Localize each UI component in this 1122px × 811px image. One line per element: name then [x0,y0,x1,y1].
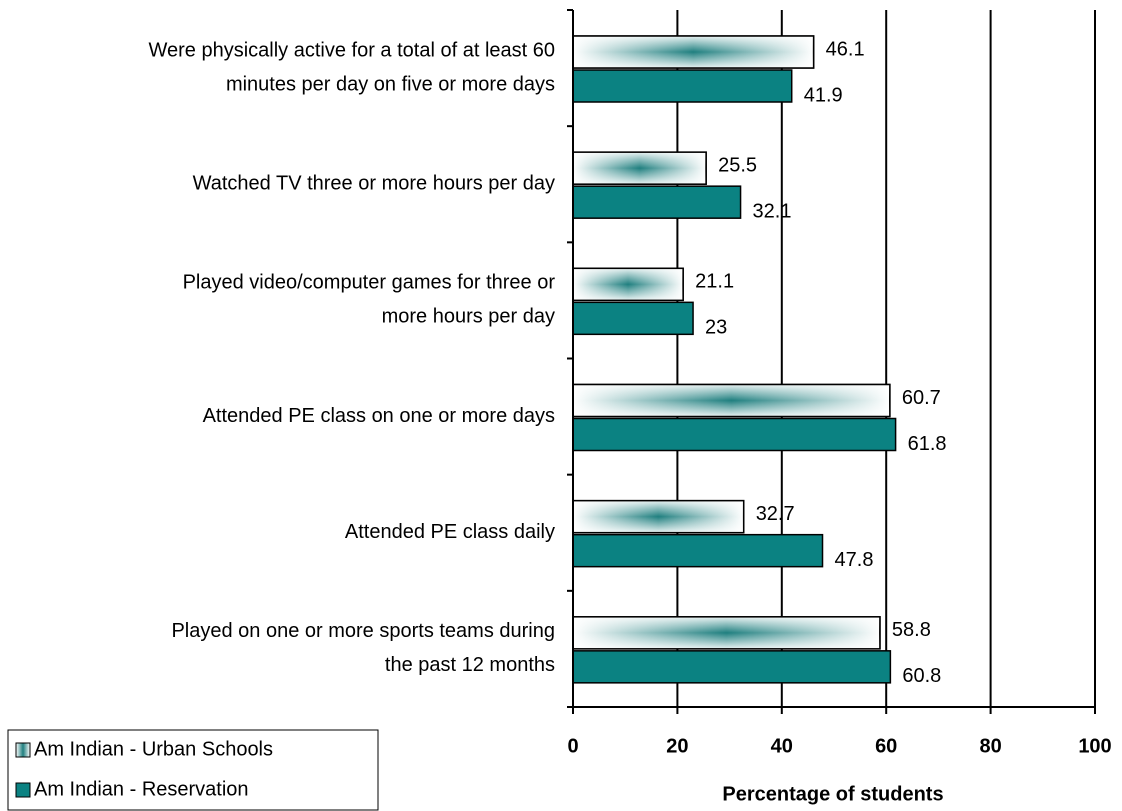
x-tick-label: 0 [567,735,578,757]
bar-sheen [572,267,684,302]
x-axis-label: Percentage of students [722,783,943,805]
category-label: Were physically active for a total of at… [149,39,556,61]
category-label: more hours per day [382,306,555,328]
value-label: 32.1 [753,200,792,222]
x-tick-label: 100 [1078,735,1111,757]
legend-label: Am Indian - Reservation [34,778,249,800]
value-label: 61.8 [908,433,947,455]
bar-sheen [572,151,707,185]
category-label: Played video/computer games for three or [183,272,556,294]
value-label: 21.1 [695,271,734,293]
x-tick-label: 60 [875,735,897,757]
bar [572,533,824,568]
value-label: 32.7 [756,503,795,525]
bar-sheen [572,383,891,418]
legend-box [7,729,379,811]
value-label: 41.9 [804,84,843,106]
category-label: Watched TV three or more hours per day [193,173,555,195]
value-label: 58.8 [892,619,931,641]
bar [572,69,793,103]
bar-sheen [572,499,745,534]
bar [572,185,742,219]
value-label: 46.1 [826,38,865,60]
category-label: minutes per day on five or more days [226,73,555,95]
bar-sheen [572,35,815,69]
legend-label: Am Indian - Urban Schools [34,738,273,760]
bar [572,301,694,336]
category-label: Attended PE class on one or more days [203,405,555,427]
bar [572,650,892,684]
value-label: 60.8 [902,665,941,687]
value-label: 25.5 [718,154,757,176]
bar [572,417,897,452]
value-label: 60.7 [902,387,941,409]
value-label: 23 [705,317,727,339]
category-label: Attended PE class daily [345,521,555,543]
x-tick-label: 20 [666,735,688,757]
legend-swatch [15,782,31,798]
x-tick-label: 40 [771,735,793,757]
bar-sheen [572,616,881,650]
x-tick-label: 80 [979,735,1001,757]
category-label: Played on one or more sports teams durin… [171,620,555,642]
value-label: 47.8 [835,549,874,571]
category-label: the past 12 months [385,654,555,676]
legend-swatch [15,742,31,758]
